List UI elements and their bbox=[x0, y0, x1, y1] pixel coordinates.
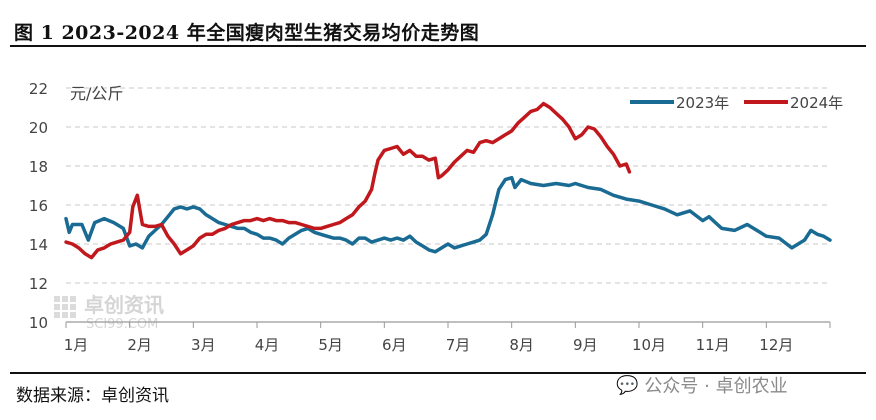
watermark-logo-text: 卓创资讯 bbox=[84, 293, 164, 317]
x-tick-label: 10月 bbox=[632, 336, 666, 354]
source-note: 数据来源：卓创资讯 bbox=[16, 386, 169, 406]
legend: 2023年 2024年 bbox=[630, 94, 843, 112]
y-tick-label: 22 bbox=[29, 80, 48, 98]
series-line-1 bbox=[64, 101, 632, 260]
title-rule bbox=[10, 45, 866, 47]
x-tick-label: 4月 bbox=[255, 336, 280, 354]
x-tick-label: 12月 bbox=[759, 336, 793, 354]
legend-label: 2024年 bbox=[790, 94, 843, 112]
wechat-watermark-text: 公众号 · 卓创农业 bbox=[644, 376, 788, 397]
x-tick-label: 1月 bbox=[64, 336, 89, 354]
y-tick-label: 20 bbox=[29, 119, 48, 137]
y-tick-label: 14 bbox=[29, 236, 48, 254]
x-tick-label: 2月 bbox=[127, 336, 152, 354]
watermark-logo-square bbox=[54, 312, 60, 318]
x-tick-label: 3月 bbox=[191, 336, 216, 354]
wechat-watermark: 💬 公众号 · 卓创农业 bbox=[616, 372, 788, 398]
x-tick-label: 6月 bbox=[382, 336, 407, 354]
y-tick-label: 16 bbox=[29, 197, 48, 215]
watermark-logo-sub: SCI99.COM bbox=[86, 317, 158, 332]
watermark-logo-square bbox=[70, 312, 76, 318]
x-tick-label: 11月 bbox=[696, 336, 730, 354]
watermark-logo-square bbox=[54, 304, 60, 310]
wechat-icon: 💬 bbox=[616, 374, 639, 396]
watermark-logo-square bbox=[62, 312, 68, 318]
series-line-0 bbox=[64, 175, 832, 254]
series-lines bbox=[64, 101, 832, 260]
watermark-logo-square bbox=[70, 296, 76, 302]
watermark-logo-square bbox=[62, 304, 68, 310]
footer-rule bbox=[10, 372, 866, 374]
y-tick-label: 18 bbox=[29, 158, 48, 176]
x-tick-label: 5月 bbox=[318, 336, 343, 354]
y-axis-label: 元/公斤 bbox=[70, 84, 123, 103]
watermark-logo-square bbox=[62, 296, 68, 302]
watermark-logo-square bbox=[70, 304, 76, 310]
figure-title: 图 1 2023-2024 年全国瘦肉型生猪交易均价走势图 bbox=[14, 22, 480, 44]
legend-label: 2023年 bbox=[676, 94, 729, 112]
x-tick-label: 8月 bbox=[509, 336, 534, 354]
x-tick-label: 7月 bbox=[446, 336, 471, 354]
y-tick-label: 10 bbox=[29, 314, 48, 332]
x-tick-label: 9月 bbox=[573, 336, 598, 354]
axes: 10 12 14 16 18 20 22 元/公斤 1月 2月 3月 4月 5月 6月 7月 8月 9月 10月 1… bbox=[29, 80, 831, 354]
y-tick-label: 12 bbox=[29, 275, 48, 293]
watermark-logo-square bbox=[54, 296, 60, 302]
